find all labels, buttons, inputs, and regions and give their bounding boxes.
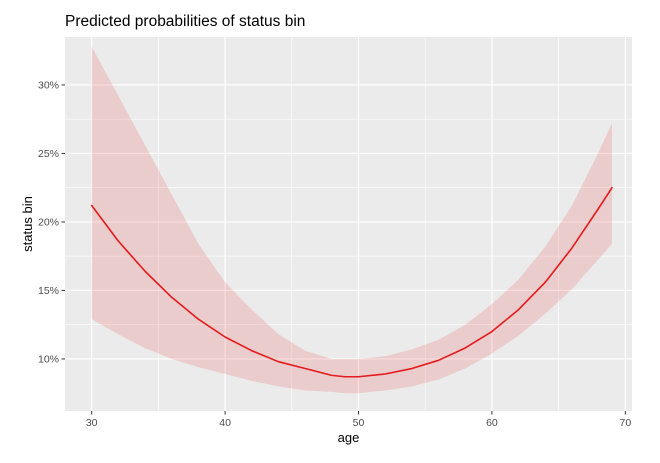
y-axis-label: status bin [20, 196, 35, 252]
y-tick-label: 15% [38, 285, 59, 297]
x-tick-label: 70 [619, 417, 631, 429]
x-axis-label: age [338, 430, 360, 445]
y-tick-label: 25% [38, 148, 59, 160]
x-tick-label: 30 [86, 417, 98, 429]
x-tick-label: 50 [353, 417, 365, 429]
confidence-band [91, 46, 612, 394]
plot-panel [65, 37, 632, 411]
grid-major [65, 37, 632, 411]
x-tick-label: 60 [486, 417, 498, 429]
grid-minor [65, 37, 632, 411]
confidence-band-layer [91, 46, 612, 394]
y-axis: 10% 15% 20% 25% 30% [38, 80, 65, 366]
x-tick-label: 40 [219, 417, 231, 429]
series-line [90, 186, 613, 378]
y-tick-label: 30% [38, 80, 59, 92]
chart-title: Predicted probabilities of status bin [65, 13, 305, 30]
series-line-layer [90, 186, 613, 378]
y-tick-label: 10% [38, 354, 59, 366]
y-tick-label: 20% [38, 217, 59, 229]
x-axis: 30 40 50 60 70 [86, 411, 631, 429]
